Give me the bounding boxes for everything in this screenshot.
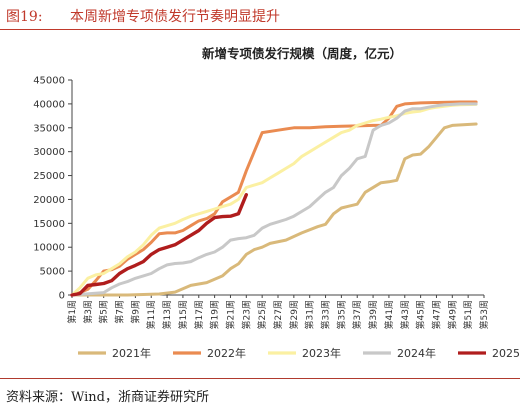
- series-line-0: [70, 122, 478, 297]
- figure-label: 图19:: [6, 9, 43, 25]
- x-tick-label: 第3周: [82, 300, 94, 324]
- series-line-1: [70, 100, 478, 297]
- x-tick-label: 第31周: [304, 300, 316, 329]
- x-tick-label: 第43周: [399, 300, 411, 329]
- x-tick-label: 第53周: [478, 300, 490, 329]
- x-tick-label: 第13周: [161, 300, 173, 329]
- x-axis-ticks: 第1周 第3周 第5周 第7周 第9周 第11周 第13周 第15周 第17周 第19周 第21周第…: [66, 295, 490, 329]
- x-tick-label: 第29周: [288, 300, 300, 329]
- y-tick-label: 20000: [33, 195, 65, 206]
- x-tick-label: 第47周: [430, 300, 442, 329]
- figure-source: 资料来源：Wind，浙商证券研究所: [6, 390, 209, 405]
- legend-label: 2025年: [492, 346, 520, 360]
- legend: 2021年 2022年 2023年 2024年 2025年: [78, 346, 520, 360]
- figure-title: 本周新增专项债发行节奏明显提升: [70, 9, 280, 25]
- x-tick-label: 第7周: [114, 300, 126, 324]
- x-tick-label: 第17周: [193, 300, 205, 329]
- x-tick-label: 第27周: [272, 300, 284, 329]
- x-tick-label: 第15周: [177, 300, 189, 329]
- legend-label: 2024年: [397, 346, 436, 360]
- x-tick-label: 第23周: [240, 300, 252, 329]
- y-tick-label: 25000: [33, 171, 65, 182]
- y-tick-label: 40000: [33, 99, 65, 110]
- y-tick-label: 0: [59, 291, 65, 302]
- figure-header: 图19: 本周新增专项债发行节奏明显提升: [0, 0, 520, 30]
- x-tick-label: 第5周: [98, 300, 110, 324]
- x-tick-label: 第37周: [351, 300, 363, 329]
- y-tick-label: 45000: [33, 76, 65, 87]
- legend-label: 2022年: [207, 346, 246, 360]
- x-tick-label: 第1周: [66, 300, 78, 324]
- chart-axes: [71, 80, 484, 296]
- x-tick-label: 第45周: [415, 300, 427, 329]
- y-tick-label: 5000: [40, 267, 65, 278]
- y-axis-ticks: 0 5000 10000 15000 20000 25000 30000 35000 40000…: [33, 76, 72, 302]
- x-tick-label: 第19周: [209, 300, 221, 329]
- x-tick-label: 第9周: [129, 300, 141, 324]
- y-tick-label: 30000: [33, 147, 65, 158]
- y-tick-label: 10000: [33, 243, 65, 254]
- x-tick-label: 第39周: [367, 300, 379, 329]
- legend-label: 2023年: [302, 346, 341, 360]
- x-tick-label: 第11周: [145, 300, 157, 329]
- chart-title: 新增专项债发行规模（周度，亿元）: [202, 46, 402, 61]
- series-line-3: [70, 102, 478, 297]
- x-tick-label: 第25周: [256, 300, 268, 329]
- header-rule: [0, 29, 520, 30]
- series-line-4: [70, 193, 248, 297]
- x-tick-label: 第41周: [383, 300, 395, 329]
- y-tick-label: 15000: [33, 219, 65, 230]
- footer-rule: [0, 378, 520, 379]
- x-tick-label: 第21周: [224, 300, 236, 329]
- y-tick-label: 35000: [33, 123, 65, 134]
- series-lines: [70, 100, 478, 297]
- x-tick-label: 第49周: [446, 300, 458, 329]
- legend-label: 2021年: [112, 346, 151, 360]
- x-tick-label: 第35周: [335, 300, 347, 329]
- x-tick-label: 第51周: [462, 300, 474, 329]
- x-tick-label: 第33周: [320, 300, 332, 329]
